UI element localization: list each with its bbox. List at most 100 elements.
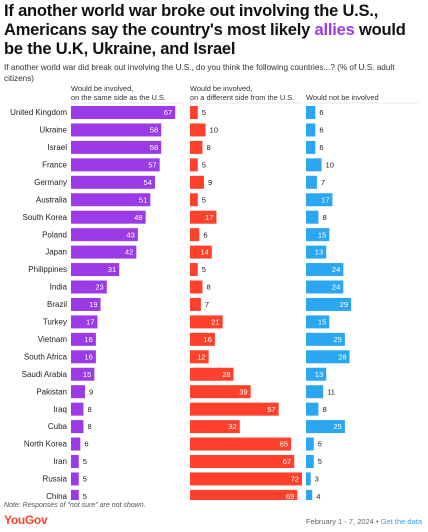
data-label: 42 bbox=[125, 248, 133, 257]
bar bbox=[306, 472, 311, 486]
data-label: 6 bbox=[319, 126, 323, 135]
data-label: 3 bbox=[315, 475, 319, 484]
data-label: 10 bbox=[326, 160, 334, 169]
bar bbox=[306, 455, 314, 468]
data-label: 11 bbox=[327, 387, 335, 396]
bar bbox=[306, 385, 324, 399]
data-label: 8 bbox=[87, 422, 91, 431]
bar bbox=[71, 350, 96, 364]
bar bbox=[306, 123, 316, 137]
series-header-2: Would be involved, on a different side fr… bbox=[190, 84, 294, 102]
data-label: 57 bbox=[267, 405, 275, 414]
category-label: Japan bbox=[45, 248, 67, 257]
data-label: 25 bbox=[333, 422, 341, 431]
category-label: China bbox=[46, 492, 67, 500]
category-label: Iraq bbox=[53, 405, 67, 414]
bar bbox=[306, 297, 352, 311]
bar bbox=[190, 437, 292, 451]
bar bbox=[306, 158, 322, 172]
category-label: Cuba bbox=[48, 422, 68, 431]
bar bbox=[306, 420, 345, 434]
data-label: 7 bbox=[205, 300, 209, 309]
data-label: 57 bbox=[148, 160, 156, 169]
bar bbox=[306, 402, 319, 416]
data-label: 4 bbox=[316, 492, 320, 500]
bar bbox=[306, 437, 314, 451]
bar bbox=[71, 472, 79, 486]
bar bbox=[71, 455, 79, 468]
bar bbox=[190, 455, 295, 468]
bar bbox=[71, 367, 95, 381]
bar bbox=[71, 280, 107, 294]
data-label: 9 bbox=[89, 387, 93, 396]
data-label: 69 bbox=[286, 492, 294, 500]
footnote: Note: Responses of "not sure" are not sh… bbox=[4, 502, 146, 509]
data-label: 43 bbox=[126, 230, 134, 239]
data-label: 6 bbox=[319, 108, 323, 117]
bar bbox=[306, 193, 333, 207]
chart-subtitle: If another world war did break out invol… bbox=[4, 63, 395, 83]
bar bbox=[190, 263, 198, 277]
data-label: 16 bbox=[84, 335, 92, 344]
bar bbox=[306, 245, 327, 259]
bar bbox=[190, 123, 206, 137]
bar bbox=[306, 350, 350, 364]
bar bbox=[190, 385, 251, 399]
bar bbox=[306, 106, 316, 119]
yougov-logo: YouGov bbox=[4, 513, 48, 527]
category-label: Australia bbox=[36, 195, 68, 204]
data-label: 32 bbox=[228, 422, 236, 431]
data-label: 17 bbox=[86, 318, 94, 327]
bar bbox=[71, 193, 151, 207]
bar bbox=[190, 402, 279, 416]
bar bbox=[71, 315, 98, 329]
category-label: Russia bbox=[43, 475, 68, 484]
category-label: South Africa bbox=[24, 352, 68, 361]
category-label: India bbox=[50, 283, 68, 292]
series-header-3: Would not be involved bbox=[306, 93, 379, 102]
category-label: North Korea bbox=[24, 440, 68, 449]
get-data-link[interactable]: Get the data bbox=[380, 517, 422, 526]
chart-title: If another world war broke out involving… bbox=[4, 2, 406, 58]
data-label: 39 bbox=[239, 387, 247, 396]
data-label: 5 bbox=[83, 475, 87, 484]
data-label: 28 bbox=[222, 370, 230, 379]
data-label: 23 bbox=[95, 283, 103, 292]
category-label: France bbox=[42, 160, 67, 169]
data-label: 29 bbox=[340, 300, 348, 309]
data-label: 67 bbox=[283, 457, 291, 466]
category-label: Saudi Arabia bbox=[22, 370, 68, 379]
data-label: 6 bbox=[203, 230, 207, 239]
data-label: 5 bbox=[83, 492, 87, 500]
bar bbox=[190, 350, 209, 364]
bar bbox=[306, 140, 316, 154]
data-label: 65 bbox=[280, 440, 288, 449]
data-label: 13 bbox=[315, 248, 323, 257]
bar bbox=[190, 210, 217, 224]
data-label: 5 bbox=[202, 195, 206, 204]
bar bbox=[190, 106, 198, 119]
data-label: 12 bbox=[197, 352, 205, 361]
category-label: Pakistan bbox=[36, 387, 67, 396]
category-label: Philippines bbox=[28, 265, 67, 274]
bar bbox=[71, 158, 160, 172]
data-label: 5 bbox=[318, 440, 322, 449]
bar bbox=[71, 175, 155, 189]
bar bbox=[306, 175, 317, 189]
category-label: Vietnam bbox=[38, 335, 68, 344]
data-label: 15 bbox=[318, 318, 326, 327]
category-label: Brazil bbox=[47, 300, 67, 309]
data-label: 5 bbox=[318, 457, 322, 466]
category-label: Ukraine bbox=[39, 126, 67, 135]
bar bbox=[190, 367, 234, 381]
data-label: 8 bbox=[322, 405, 326, 414]
bar bbox=[71, 420, 84, 434]
bar bbox=[306, 332, 345, 346]
bar bbox=[306, 489, 313, 500]
data-label: 8 bbox=[322, 213, 326, 222]
category-label: South Korea bbox=[23, 213, 68, 222]
data-label: 19 bbox=[89, 300, 97, 309]
bar bbox=[190, 228, 200, 242]
data-label: 54 bbox=[144, 178, 152, 187]
bar bbox=[71, 385, 85, 399]
